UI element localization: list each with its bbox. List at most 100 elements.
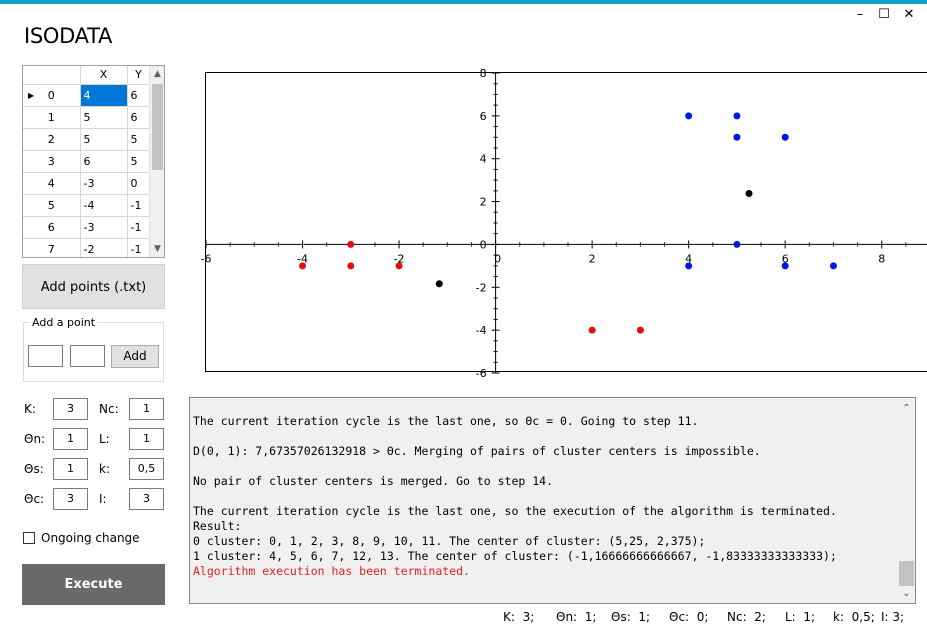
x-tick-label: -6 — [201, 252, 212, 265]
grid-cell-y[interactable]: 6 — [127, 106, 151, 129]
table-row[interactable]: 3 6 5 — [23, 150, 151, 173]
param-theta-c-input[interactable]: 3 — [53, 488, 88, 510]
row-index: 0 — [47, 88, 55, 102]
param-k-coef-label: k: — [99, 462, 110, 476]
param-nc-input[interactable]: 1 — [129, 398, 164, 420]
param-i-input[interactable]: 3 — [129, 488, 164, 510]
row-header[interactable]: 3 — [23, 150, 81, 173]
table-row[interactable]: 5 -4 -1 — [23, 194, 151, 217]
param-theta-n-input[interactable]: 1 — [53, 428, 88, 450]
status-theta-n: Θn: 1; — [556, 610, 597, 624]
status-theta-s: Θs: 1; — [611, 610, 651, 624]
table-row[interactable]: 2 5 5 — [23, 128, 151, 151]
new-point-y-input[interactable] — [70, 345, 105, 367]
maximize-button[interactable]: ☐ — [878, 7, 890, 22]
log-line — [193, 459, 893, 474]
param-k-coef-input[interactable]: 0,5 — [129, 458, 164, 480]
y-tick-label: 0 — [480, 238, 487, 251]
param-nc-label: Nc: — [99, 402, 119, 416]
y-tick-label: -4 — [476, 324, 487, 337]
status-i: I: 3; — [881, 610, 905, 624]
data-point — [733, 133, 741, 141]
row-header[interactable]: 7 — [23, 238, 81, 257]
scroll-thumb[interactable] — [152, 84, 163, 170]
param-l-input[interactable]: 1 — [129, 428, 164, 450]
row-header[interactable]: 1 — [23, 106, 81, 129]
param-k-label: K: — [24, 402, 36, 416]
status-k: K: 3; — [503, 610, 535, 624]
grid-scrollbar[interactable]: ▲ ▼ — [149, 66, 164, 257]
cluster-scatter-chart: -6 -4 -2 0 2 4 6 8 -6 -4 -2 0 2 4 6 8 — [201, 67, 927, 380]
grid-cell-x[interactable]: 5 — [80, 128, 128, 151]
table-row[interactable]: 7 -2 -1 — [23, 238, 151, 257]
data-point — [745, 190, 753, 198]
row-header[interactable]: 5 — [23, 194, 81, 217]
grid-cell-x[interactable]: -4 — [80, 194, 128, 217]
grid-cell-y[interactable]: 5 — [127, 150, 151, 173]
data-point — [685, 112, 693, 120]
scroll-down-icon[interactable]: ▼ — [154, 244, 161, 254]
grid-cell-y[interactable]: 6 — [127, 84, 151, 107]
grid-cell-x[interactable]: 6 — [80, 150, 128, 173]
param-theta-s-input[interactable]: 1 — [53, 458, 88, 480]
grid-cell-x[interactable]: -2 — [80, 238, 128, 257]
add-points-button[interactable]: Add points (.txt) — [22, 264, 165, 309]
grid-cell-x[interactable]: 5 — [80, 106, 128, 129]
log-line: Algorithm execution has been terminated. — [193, 564, 470, 578]
y-tick-label: 6 — [480, 110, 487, 123]
data-point — [588, 326, 596, 334]
scroll-down-icon[interactable]: ⌄ — [902, 588, 911, 599]
grid-header-y[interactable]: Y — [127, 66, 151, 85]
minimize-button[interactable]: – — [856, 7, 864, 22]
log-line: No pair of cluster centers is merged. Go… — [193, 474, 554, 488]
table-row[interactable]: 6 -3 -1 — [23, 216, 151, 239]
points-grid[interactable]: X Y ▶ 0 4 6 1 5 6 2 5 5 3 6 5 — [22, 65, 165, 258]
log-scrollbar[interactable]: ⌃ ⌄ — [898, 398, 915, 603]
log-line: D(0, 1): 7,67357026132918 > Θc. Merging … — [193, 444, 761, 458]
row-header[interactable]: 6 — [23, 216, 81, 239]
execute-button[interactable]: Execute — [22, 564, 165, 605]
close-button[interactable]: ✕ — [903, 7, 915, 22]
scroll-up-icon[interactable]: ▲ — [154, 69, 161, 79]
grid-cell-x[interactable]: -3 — [80, 216, 128, 239]
log-line: The current iteration cycle is the last … — [193, 504, 837, 518]
ongoing-change-checkbox[interactable] — [23, 532, 35, 544]
grid-cell-y[interactable]: -1 — [127, 216, 151, 239]
add-point-group-title: Add a point — [30, 316, 98, 329]
row-header[interactable]: 4 — [23, 172, 81, 195]
param-theta-n-label: Θn: — [24, 432, 46, 446]
log-line: 1 cluster: 4, 5, 6, 7, 12, 13. The cente… — [193, 549, 837, 563]
grid-cell-x[interactable]: -3 — [80, 172, 128, 195]
grid-header-x[interactable]: X — [80, 66, 128, 85]
data-point — [347, 262, 355, 270]
new-point-x-input[interactable] — [28, 345, 63, 367]
data-point — [781, 133, 789, 141]
add-point-button[interactable]: Add — [111, 345, 159, 368]
param-theta-s-label: Θs: — [24, 462, 44, 476]
table-row[interactable]: ▶ 0 4 6 — [23, 84, 151, 107]
data-point — [781, 262, 789, 270]
grid-cell-y[interactable]: 0 — [127, 172, 151, 195]
x-tick-label: -4 — [297, 252, 308, 265]
ongoing-change-label[interactable]: Ongoing change — [41, 531, 140, 545]
x-tick-label: 6 — [782, 252, 789, 265]
log-output[interactable]: The current iteration cycle is the last … — [189, 397, 916, 604]
log-line: 0 cluster: 0, 1, 2, 3, 8, 9, 10, 11. The… — [193, 534, 706, 548]
x-tick-label: -2 — [394, 252, 405, 265]
grid-cell-y[interactable]: 5 — [127, 128, 151, 151]
grid-cell-y[interactable]: -1 — [127, 238, 151, 257]
scroll-thumb[interactable] — [899, 561, 914, 586]
data-point — [636, 326, 644, 334]
param-i-label: I: — [99, 492, 107, 506]
data-point — [435, 280, 443, 288]
table-row[interactable]: 4 -3 0 — [23, 172, 151, 195]
grid-cell-y[interactable]: -1 — [127, 194, 151, 217]
y-tick-label: 2 — [480, 196, 487, 209]
scroll-up-icon[interactable]: ⌃ — [902, 403, 911, 414]
status-l: L: 1; — [785, 610, 816, 624]
table-row[interactable]: 1 5 6 — [23, 106, 151, 129]
param-k-input[interactable]: 3 — [53, 398, 88, 420]
row-header[interactable]: ▶ 0 — [23, 84, 81, 107]
grid-cell-x[interactable]: 4 — [80, 84, 128, 107]
row-header[interactable]: 2 — [23, 128, 81, 151]
